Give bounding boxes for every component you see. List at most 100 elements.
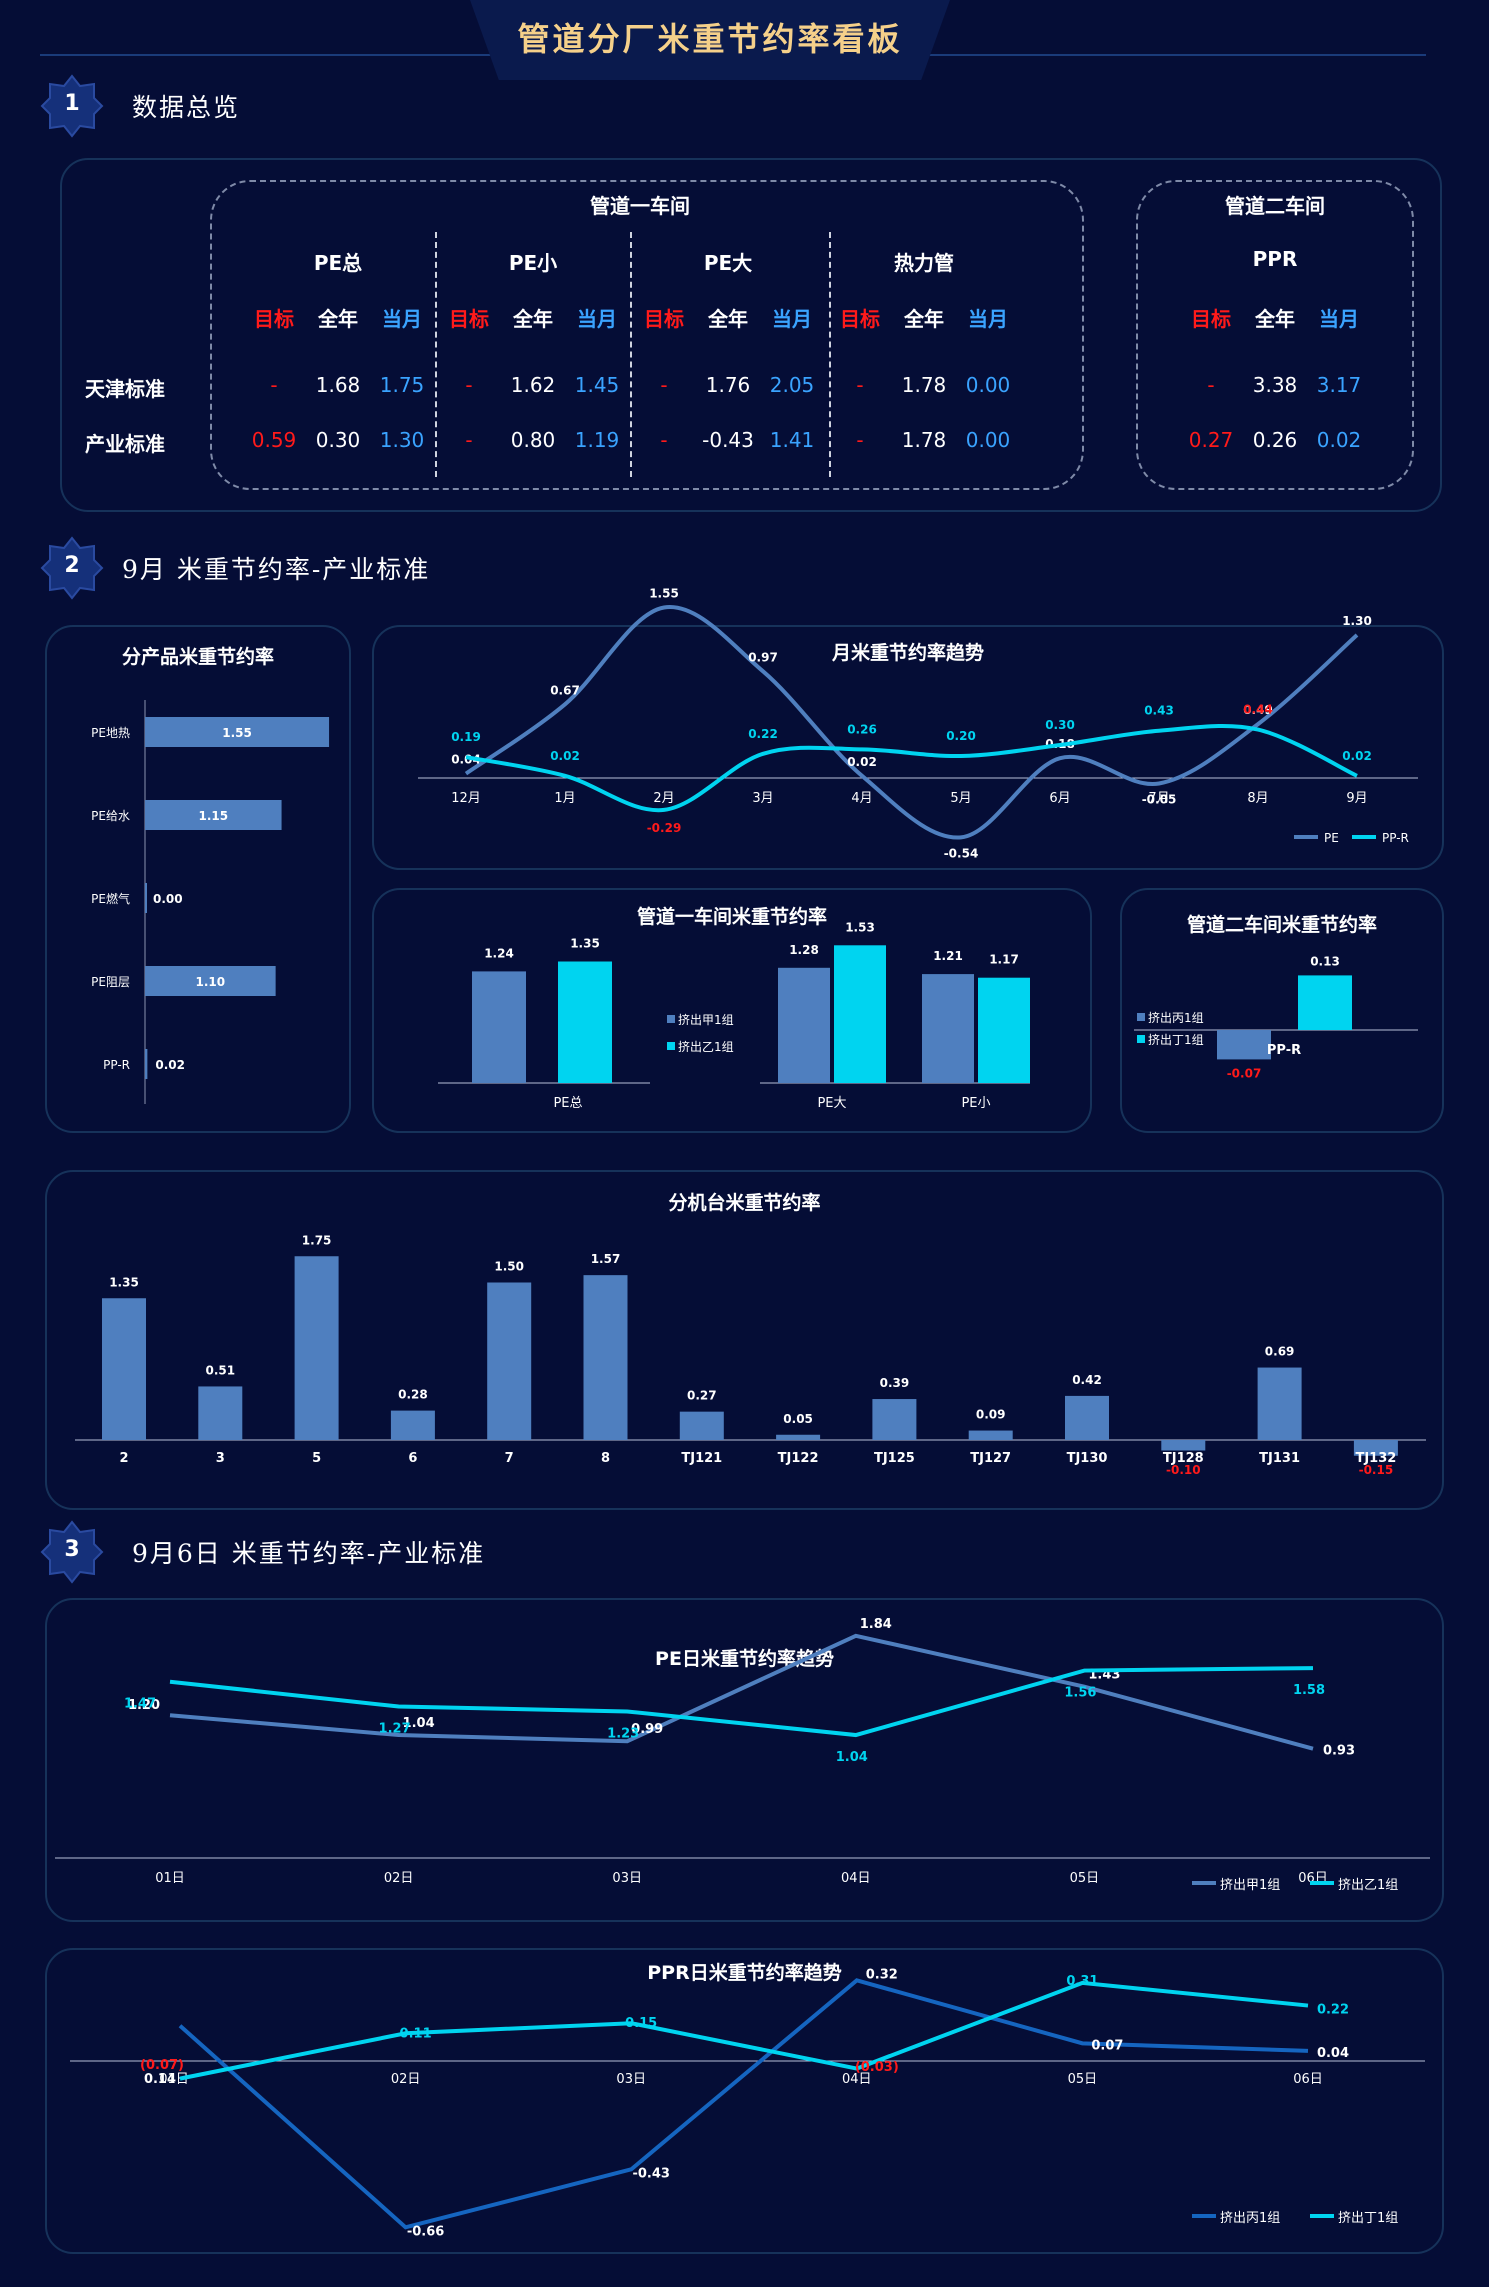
pe-daily-data-label: 0.93: [1323, 1744, 1355, 1759]
machine-category-label: 2: [119, 1451, 128, 1466]
product-category-label: PP-R: [103, 1058, 130, 1072]
pe-daily-legend-label: 挤出乙1组: [1338, 1878, 1398, 1893]
monthly-x-tick: 8月: [1247, 791, 1268, 806]
machine-category-label: TJ128: [1163, 1451, 1204, 1466]
overview-cell: 1.41: [769, 428, 815, 452]
machine-category-label: TJ122: [778, 1451, 819, 1466]
pe-daily-series-line: [169, 1666, 1314, 1738]
ws1-value-label: 1.28: [789, 943, 819, 957]
monthly-data-label: 0.26: [847, 722, 877, 736]
workshop1-title: 管道一车间: [590, 194, 690, 218]
ws1-legend-label: 挤出甲1组: [678, 1012, 734, 1027]
product-chart-title: 分产品米重节约率: [121, 646, 274, 668]
machine-value-label: 1.75: [302, 1233, 332, 1247]
product-bar: [145, 966, 276, 996]
pe-daily-data-label: 1.84: [860, 1617, 892, 1632]
overview-cell: 1.78: [901, 373, 947, 397]
product-bar: [145, 800, 282, 830]
ws1-bar: [922, 974, 974, 1083]
monthly-data-label: 0.04: [451, 753, 481, 767]
machine-value-label: 0.39: [880, 1376, 910, 1390]
ws2-legend-label: 挤出丙1组: [1148, 1010, 1204, 1025]
ppr-daily-series-line: [178, 1978, 1309, 2230]
monthly-series-line: [465, 723, 1358, 813]
pe-daily-data-label: 1.58: [1293, 1683, 1325, 1698]
ws1-legend-swatch: [667, 1042, 675, 1050]
product-bar: [145, 883, 147, 913]
overview-cell: -: [270, 373, 278, 397]
machine-value-label: 1.57: [591, 1252, 621, 1266]
column-header: 全年: [318, 307, 358, 331]
ws2-chart-panel: [1120, 888, 1444, 1133]
row-label-tianjin: 天津标准: [85, 377, 165, 401]
ws2-value-label: 0.13: [1310, 954, 1340, 968]
page-title: 管道分厂米重节约率看板: [517, 20, 903, 58]
ws1-category-label: PE小: [961, 1096, 990, 1111]
column-header: 当月: [577, 307, 617, 331]
ppr-daily-x-tick: 03日: [616, 2072, 646, 2087]
monthly-x-tick: 4月: [851, 791, 872, 806]
ppr-daily-data-label: (0.03): [855, 2060, 899, 2075]
ws1-category-label: PE大: [817, 1096, 846, 1111]
machine-bar: [1065, 1395, 1109, 1440]
monthly-data-label: 0.20: [946, 729, 976, 743]
ws2-value-label: -0.07: [1227, 1066, 1262, 1080]
monthly-chart-panel: [372, 625, 1444, 870]
overview-cell: -0.43: [702, 428, 754, 452]
product-chart-panel: [45, 625, 351, 1133]
overview-cell: -: [856, 428, 864, 452]
machine-bar: [776, 1434, 821, 1440]
monthly-data-label: 1.55: [649, 587, 679, 601]
ws1-bar: [978, 977, 1030, 1083]
machine-value-label: -0.10: [1166, 1463, 1201, 1477]
monthly-x-tick: 5月: [950, 791, 971, 806]
monthly-data-label: 0.49: [1243, 703, 1273, 717]
ppr-daily-data-label: 0.31: [1066, 1974, 1098, 1989]
machine-value-label: 1.35: [109, 1275, 139, 1289]
monthly-data-label: 0.43: [1144, 704, 1174, 718]
ppr-daily-data-label: (0.07): [140, 2058, 184, 2073]
monthly-data-label: 0.02: [847, 755, 877, 769]
ws1-chart-panel: [372, 888, 1092, 1133]
ppr-daily-title: PPR日米重节约率趋势: [647, 1962, 842, 1984]
pe-daily-x-tick: 04日: [841, 1871, 871, 1886]
machine-value-label: 0.42: [1072, 1373, 1102, 1387]
ws1-value-label: 1.35: [570, 937, 600, 951]
overview-cell: 1.45: [574, 373, 620, 397]
overview-cell: 1.19: [574, 428, 620, 452]
ppr-daily-data-label: 0.14: [144, 2072, 176, 2087]
ws1-legend-label: 挤出乙1组: [678, 1039, 734, 1054]
ws2-legend-label: 挤出丁1组: [1148, 1032, 1204, 1047]
machine-category-label: TJ125: [874, 1451, 915, 1466]
pe-daily-data-label: 0.99: [631, 1722, 663, 1737]
column-divider: [829, 232, 831, 477]
column-header: 全年: [708, 307, 748, 331]
section-badge-3: [40, 1520, 104, 1584]
legend-label-pe: PE: [1324, 831, 1339, 845]
machine-category-label: 5: [312, 1451, 321, 1466]
column-header: 全年: [513, 307, 553, 331]
overview-cell: -: [465, 428, 473, 452]
overview-cell: 1.62: [510, 373, 556, 397]
overview-cell: 1.68: [315, 373, 361, 397]
ppr-daily-legend-label: 挤出丁1组: [1338, 2211, 1398, 2226]
pe-daily-data-label: 1.23: [607, 1726, 639, 1741]
monthly-x-tick: 6月: [1049, 791, 1070, 806]
overview-cell: 1.78: [901, 428, 947, 452]
pe-daily-data-label: 1.04: [836, 1750, 868, 1765]
machine-value-label: 0.28: [398, 1388, 428, 1402]
ws1-bar: [472, 971, 526, 1083]
machine-category-label: 6: [408, 1451, 417, 1466]
overview-panel: [60, 158, 1442, 512]
machine-category-label: TJ130: [1067, 1451, 1108, 1466]
product-header: PE总: [313, 251, 363, 275]
column-header: 当月: [1319, 307, 1359, 331]
machine-bar: [583, 1275, 628, 1440]
machine-chart-title: 分机台米重节约率: [668, 1192, 821, 1214]
machine-value-label: 0.51: [205, 1363, 235, 1377]
product-bar: [145, 1049, 148, 1079]
machine-value-label: 0.05: [783, 1412, 813, 1426]
